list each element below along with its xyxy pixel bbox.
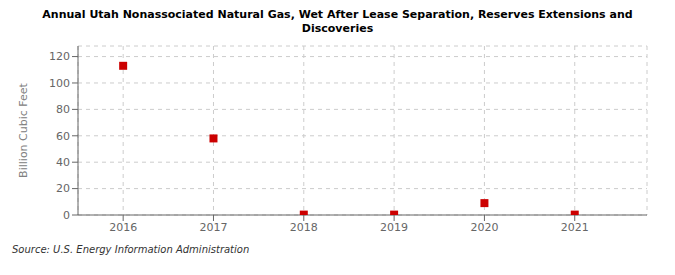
svg-text:60: 60 — [56, 130, 70, 143]
svg-text:2020: 2020 — [470, 221, 498, 234]
svg-text:120: 120 — [49, 50, 70, 63]
svg-text:40: 40 — [56, 156, 70, 169]
svg-text:Billion Cubic Feet: Billion Cubic Feet — [17, 82, 30, 177]
svg-text:80: 80 — [56, 103, 70, 116]
html-text:Discoveries: Discoveries — [301, 22, 374, 35]
html-text:Source: U.S. Energy Informatio: Source: U.S. Energy Information Administ… — [12, 244, 250, 255]
svg-text:2021: 2021 — [561, 221, 589, 234]
html-text:Annual Utah Nonassociated Natu: Annual Utah Nonassociated Natural Gas, W… — [42, 8, 633, 21]
svg-text:2019: 2019 — [380, 221, 408, 234]
svg-text:20: 20 — [56, 182, 70, 195]
svg-text:0: 0 — [63, 209, 70, 222]
svg-text:2018: 2018 — [290, 221, 318, 234]
svg-text:2016: 2016 — [109, 221, 137, 234]
svg-text:100: 100 — [49, 77, 70, 90]
svg-text:2017: 2017 — [199, 221, 227, 234]
